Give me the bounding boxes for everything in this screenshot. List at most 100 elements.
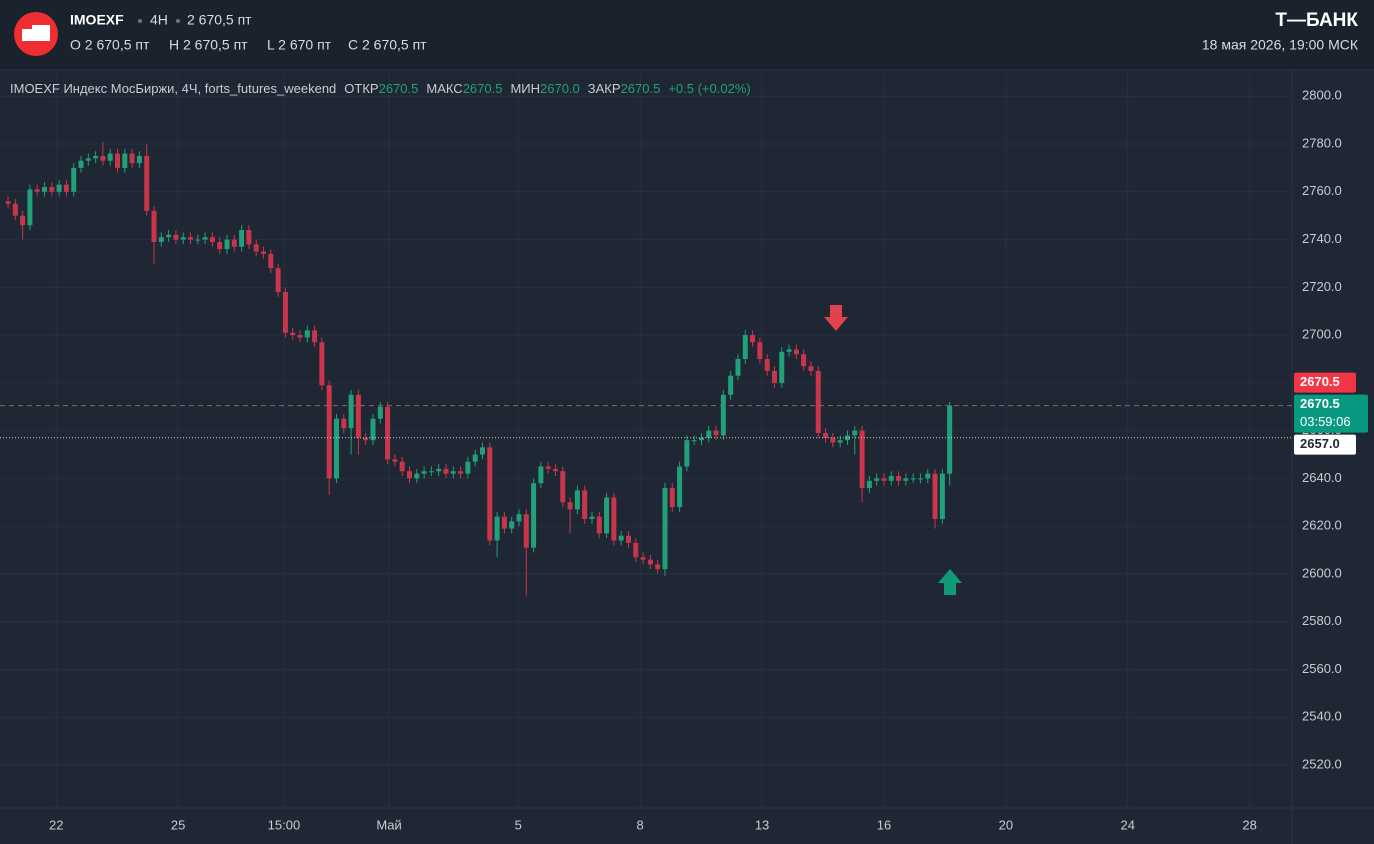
candle-body: [275, 268, 281, 293]
candle-body: [5, 201, 11, 204]
candle-body: [669, 487, 675, 508]
candle-body: [290, 332, 296, 336]
ohlc-close: C 2 670,5 пт: [348, 37, 427, 53]
x-tick-label: 8: [637, 817, 644, 832]
candle-body: [837, 440, 843, 443]
candle-body: [209, 237, 215, 242]
candle-body: [917, 478, 923, 480]
legend-name: IMOEXF Индекс МосБиржи, 4Ч, forts_future…: [10, 81, 336, 96]
candle-body: [531, 483, 537, 548]
price-label: 2657.0: [1300, 436, 1340, 451]
candle-body: [647, 559, 653, 565]
candle-body: [100, 155, 106, 161]
candle-body: [881, 478, 887, 481]
candle-body: [385, 406, 391, 460]
price-label-timer: 03:59:06: [1300, 414, 1351, 429]
candle-body: [713, 430, 719, 436]
legend-field-label: ОТКР: [344, 81, 378, 96]
candle-body: [859, 430, 865, 488]
candle-body: [326, 385, 332, 479]
candle-body: [158, 237, 164, 242]
candle-body: [830, 437, 836, 443]
candle-body: [691, 440, 697, 442]
price-label-box: [1294, 434, 1356, 455]
candle-body: [589, 516, 595, 520]
x-tick-label: Май: [376, 817, 401, 832]
legend-change: +0.5 (+0.02%): [668, 81, 750, 96]
interval: 4H: [150, 12, 168, 28]
candle-body: [932, 473, 938, 520]
candle-body: [436, 468, 442, 472]
candle-body: [516, 514, 522, 522]
legend-field-value: 2670.5: [621, 81, 661, 96]
candle-body: [12, 203, 18, 216]
candle-body: [304, 330, 310, 338]
y-tick-label: 2740.0: [1302, 231, 1342, 246]
candle-body: [195, 239, 201, 241]
candle-body: [341, 418, 347, 429]
candle-body: [85, 158, 91, 161]
price: 2 670,5 пт: [187, 12, 252, 28]
arrow-up: [938, 569, 962, 595]
candle-body: [501, 516, 507, 529]
candle-body: [888, 476, 894, 481]
candle-body: [866, 480, 872, 488]
candle-body: [151, 210, 157, 242]
price-label-box: [1294, 372, 1356, 393]
x-tick-label: 28: [1242, 817, 1256, 832]
candle-body: [246, 230, 252, 245]
candle-body: [253, 244, 259, 252]
y-tick-label: 2800.0: [1302, 88, 1342, 103]
candle-body: [757, 342, 763, 359]
candle-body: [764, 358, 770, 371]
candle-body: [684, 440, 690, 467]
candle-body: [552, 468, 558, 472]
candle-body: [370, 418, 376, 441]
y-tick-label: 2580.0: [1302, 613, 1342, 628]
candle-body: [698, 437, 704, 441]
candle-body: [735, 358, 741, 376]
candle-body: [297, 335, 303, 338]
candle-body: [136, 155, 142, 164]
y-tick-label: 2780.0: [1302, 135, 1342, 150]
header-bar: [0, 0, 1374, 70]
candle-body: [71, 167, 77, 192]
candle-body: [78, 160, 84, 168]
candle-body: [706, 430, 712, 438]
x-tick-label: 5: [515, 817, 522, 832]
y-tick-label: 2600.0: [1302, 565, 1342, 580]
candle-body: [640, 557, 646, 560]
candle-body: [808, 366, 814, 371]
candle-body: [925, 473, 931, 479]
candles: [5, 141, 953, 596]
candle-body: [202, 237, 208, 240]
candle-body: [655, 564, 661, 570]
candle-body: [472, 454, 478, 462]
candle-body: [239, 230, 245, 247]
legend-field-value: 2670.5: [379, 81, 419, 96]
grid: [0, 70, 1292, 808]
candle-body: [34, 189, 40, 192]
candle-body: [560, 471, 566, 503]
candle-body: [20, 215, 26, 226]
candle-body: [677, 466, 683, 508]
candle-body: [574, 490, 580, 510]
separator: [138, 19, 142, 23]
candle-body: [793, 349, 799, 355]
x-tick-label: 15:00: [268, 817, 301, 832]
candle-body: [844, 435, 850, 441]
candle-body: [282, 292, 288, 333]
candle-body: [180, 237, 186, 240]
y-tick-label: 2700.0: [1302, 327, 1342, 342]
candle-body: [750, 335, 756, 343]
candle-body: [801, 354, 807, 367]
candle-body: [939, 473, 945, 520]
candle-body: [224, 239, 230, 250]
candle-body: [166, 234, 172, 238]
candle-body: [487, 447, 493, 541]
candle-body: [903, 478, 909, 481]
candle-body: [428, 471, 434, 473]
candle-body: [443, 468, 449, 474]
